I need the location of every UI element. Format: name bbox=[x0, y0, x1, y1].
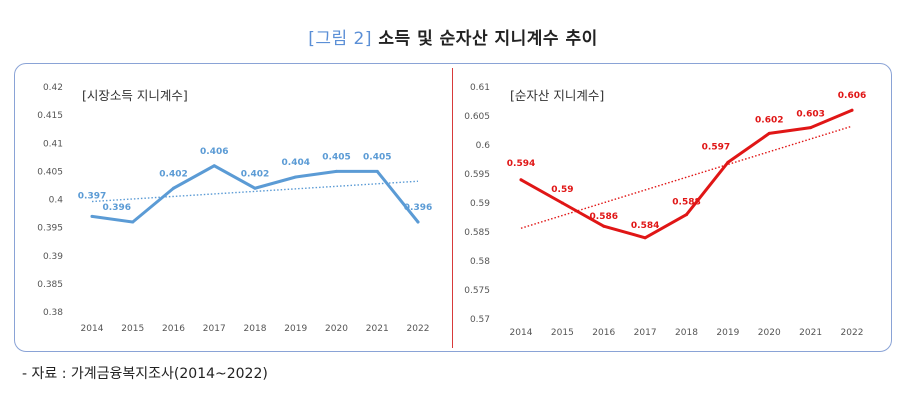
right-data-point bbox=[643, 236, 647, 240]
right-y-tick: 0.58 bbox=[470, 257, 490, 267]
left-data-label: 0.406 bbox=[200, 147, 228, 157]
right-y-tick: 0.575 bbox=[464, 286, 490, 296]
right-data-point bbox=[560, 201, 564, 205]
right-data-label: 0.597 bbox=[702, 142, 730, 152]
left-data-label: 0.405 bbox=[363, 152, 391, 162]
left-data-point bbox=[375, 169, 379, 173]
left-y-tick: 0.395 bbox=[37, 224, 63, 234]
left-data-point bbox=[335, 169, 338, 173]
left-data-point bbox=[253, 186, 257, 190]
left-y-tick: 0.4 bbox=[49, 196, 64, 206]
left-x-tick: 2022 bbox=[407, 324, 430, 334]
right-data-label: 0.588 bbox=[672, 198, 700, 208]
left-x-tick: 2016 bbox=[162, 324, 185, 334]
net-asset-gini-chart: 0.57 0.575 0.58 0.585 0.59 0.595 0.6 0.605 0.61 2… bbox=[464, 83, 866, 338]
right-data-point bbox=[685, 213, 688, 217]
right-series-line bbox=[519, 108, 854, 240]
right-series-label: [순자산 지니계수] bbox=[510, 88, 604, 103]
right-x-tick: 2020 bbox=[758, 328, 781, 338]
right-x-tick: 2021 bbox=[799, 328, 822, 338]
figure-title-text: 소득 및 순자산 지니계수 추이 bbox=[378, 29, 598, 49]
left-trendline bbox=[91, 180, 419, 203]
left-x-tick: 2020 bbox=[325, 324, 348, 334]
right-data-label: 0.584 bbox=[631, 221, 659, 231]
right-x-tick: 2014 bbox=[510, 328, 533, 338]
left-y-tick: 0.415 bbox=[37, 111, 63, 121]
right-x-tick: 2015 bbox=[551, 328, 574, 338]
figure-title: [그림 2] 소득 및 순자산 지니계수 추이 bbox=[0, 24, 906, 49]
right-y-tick: 0.59 bbox=[470, 199, 490, 209]
right-data-point bbox=[602, 224, 606, 228]
left-x-tick: 2017 bbox=[203, 324, 226, 334]
left-data-label: 0.405 bbox=[322, 152, 350, 162]
left-data-label: 0.396 bbox=[103, 203, 131, 213]
figure-number: [그림 2] bbox=[308, 29, 372, 49]
right-y-tick: 0.61 bbox=[470, 83, 490, 93]
right-data-point bbox=[850, 108, 854, 112]
right-data-label: 0.594 bbox=[507, 159, 535, 169]
left-y-tick: 0.405 bbox=[37, 167, 63, 177]
right-y-tick: 0.6 bbox=[476, 141, 491, 151]
left-data-point bbox=[416, 220, 420, 224]
left-x-tick: 2019 bbox=[284, 324, 307, 334]
chart-frame bbox=[14, 63, 892, 352]
right-x-tick: 2016 bbox=[592, 328, 615, 338]
left-x-tick: 2014 bbox=[81, 324, 104, 334]
left-y-tick: 0.41 bbox=[43, 139, 63, 149]
left-data-point bbox=[212, 164, 216, 168]
right-y-tick: 0.585 bbox=[464, 228, 490, 238]
left-data-point bbox=[131, 220, 135, 224]
left-x-tick: 2018 bbox=[244, 324, 267, 334]
left-y-tick: 0.38 bbox=[43, 308, 63, 318]
right-y-tick: 0.57 bbox=[470, 315, 490, 325]
left-data-label: 0.402 bbox=[241, 169, 269, 179]
left-x-tick: 2015 bbox=[121, 324, 144, 334]
right-x-tick: 2019 bbox=[716, 328, 739, 338]
right-x-tick: 2018 bbox=[675, 328, 698, 338]
right-data-label: 0.606 bbox=[838, 91, 866, 101]
left-data-label: 0.396 bbox=[404, 203, 432, 213]
right-data-label: 0.59 bbox=[551, 185, 573, 195]
right-data-point bbox=[809, 126, 813, 130]
source-note: - 자료 : 가계금융복지조사(2014~2022) bbox=[22, 366, 268, 382]
left-data-point bbox=[294, 175, 298, 179]
left-data-point bbox=[172, 186, 175, 190]
left-data-label: 0.397 bbox=[78, 191, 106, 201]
right-data-label: 0.602 bbox=[755, 115, 783, 125]
right-data-label: 0.603 bbox=[796, 110, 824, 120]
right-data-point bbox=[519, 178, 523, 182]
left-data-point bbox=[90, 214, 94, 218]
right-data-label: 0.586 bbox=[590, 212, 618, 222]
left-data-label: 0.402 bbox=[159, 169, 187, 179]
left-series-label: [시장소득 지니계수] bbox=[82, 88, 188, 103]
market-income-gini-chart: 0.38 0.385 0.39 0.395 0.4 0.405 0.41 0.415 0.42 2… bbox=[37, 83, 432, 334]
left-y-tick: 0.42 bbox=[43, 83, 63, 93]
right-data-point bbox=[726, 160, 730, 164]
right-y-tick: 0.595 bbox=[464, 170, 490, 180]
left-y-tick: 0.39 bbox=[43, 252, 63, 262]
right-y-tick: 0.605 bbox=[464, 112, 490, 122]
right-data-point bbox=[767, 131, 771, 135]
left-x-tick: 2021 bbox=[366, 324, 389, 334]
left-y-tick: 0.385 bbox=[37, 280, 63, 290]
right-x-tick: 2017 bbox=[634, 328, 657, 338]
chart-divider bbox=[452, 68, 453, 348]
left-data-label: 0.404 bbox=[282, 158, 310, 168]
right-x-tick: 2022 bbox=[841, 328, 864, 338]
